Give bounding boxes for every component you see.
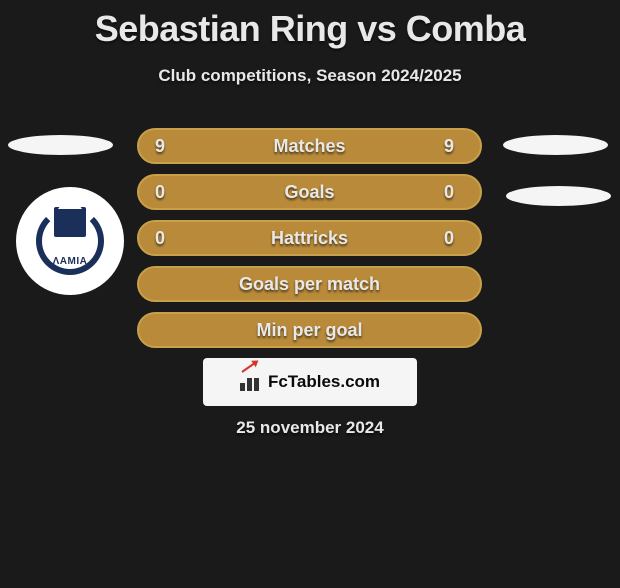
stat-bar-hattricks: 0 Hattricks 0: [137, 220, 482, 256]
player-right-ellipse-1: [503, 135, 608, 155]
stat-left-value: 0: [155, 182, 175, 203]
subtitle: Club competitions, Season 2024/2025: [0, 66, 620, 86]
stat-left-value: 9: [155, 136, 175, 157]
stat-right-value: 9: [444, 136, 464, 157]
stat-bar-goals: 0 Goals 0: [137, 174, 482, 210]
stat-bar-gpm: Goals per match: [137, 266, 482, 302]
page-title: Sebastian Ring vs Comba: [0, 8, 620, 50]
watermark: FcTables.com: [203, 358, 417, 406]
badge-inner: ΛAMIA: [36, 201, 104, 281]
stats-bars: 9 Matches 9 0 Goals 0 0 Hattricks 0 Goal…: [137, 128, 482, 358]
stat-label: Hattricks: [271, 228, 348, 249]
bar-chart-icon: [240, 373, 262, 391]
stat-right-value: 0: [444, 182, 464, 203]
watermark-text: FcTables.com: [268, 372, 380, 392]
stat-label: Min per goal: [256, 320, 362, 341]
stat-bar-matches: 9 Matches 9: [137, 128, 482, 164]
stat-left-value: 0: [155, 228, 175, 249]
player-left-ellipse: [8, 135, 113, 155]
player-right-ellipse-2: [506, 186, 611, 206]
badge-label: ΛAMIA: [53, 256, 88, 267]
stat-label: Goals: [284, 182, 334, 203]
stat-right-value: 0: [444, 228, 464, 249]
badge-ship-icon: [54, 207, 86, 237]
team-badge: ΛAMIA: [16, 187, 124, 295]
stat-bar-mpg: Min per goal: [137, 312, 482, 348]
stat-label: Goals per match: [239, 274, 380, 295]
date-label: 25 november 2024: [236, 418, 383, 438]
stat-label: Matches: [273, 136, 345, 157]
trend-arrow-icon: [241, 361, 257, 373]
